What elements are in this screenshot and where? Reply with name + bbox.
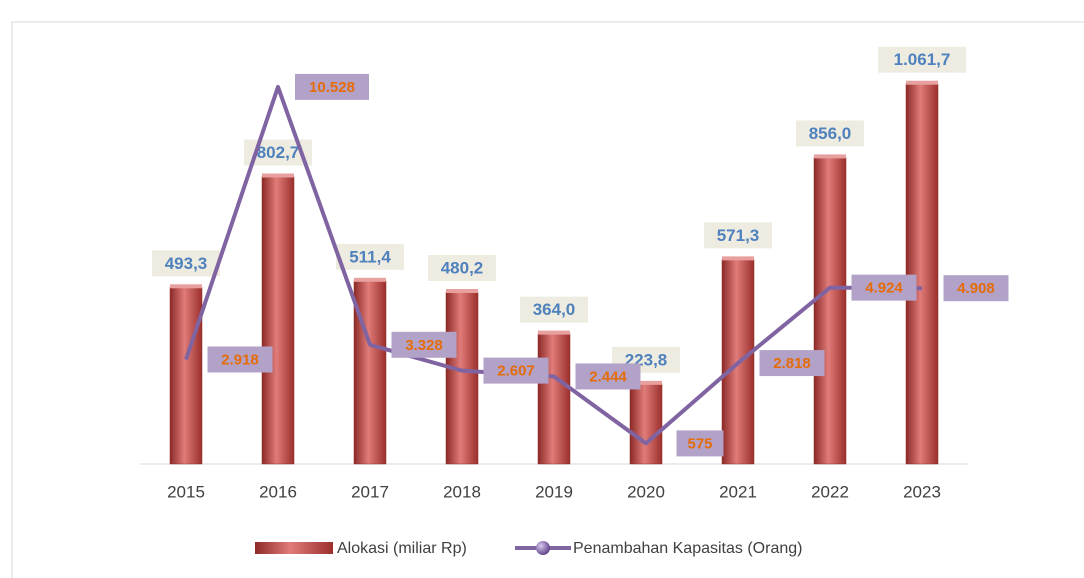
data-label: 802,7	[257, 143, 300, 162]
bar-cap	[630, 380, 662, 385]
data-label-box	[336, 243, 404, 270]
data-label-box	[520, 296, 588, 323]
data-label-box	[295, 73, 369, 100]
bar-cap	[722, 256, 754, 261]
data-label-box	[207, 346, 273, 373]
bar-cap	[906, 80, 938, 85]
data-label: 2.607	[497, 363, 535, 380]
bar-cap	[262, 173, 294, 178]
x-tick-label: 2018	[443, 482, 481, 501]
legend-swatch	[255, 542, 333, 554]
data-label: 571,3	[717, 226, 760, 245]
bar-cap	[170, 284, 202, 289]
x-tick-label: 2019	[535, 482, 573, 501]
data-label: 511,4	[349, 247, 391, 266]
data-label: 2.918	[221, 351, 259, 368]
legend-marker	[536, 541, 550, 555]
bar	[445, 291, 479, 465]
x-tick-label: 2023	[903, 482, 941, 501]
x-tick-label: 2022	[811, 482, 849, 501]
data-label: 2.444	[589, 368, 627, 385]
bar	[813, 157, 847, 465]
line	[184, 84, 923, 446]
data-label: 1.061,7	[894, 50, 951, 69]
data-label: 4.908	[957, 280, 995, 297]
data-label-box	[943, 275, 1009, 302]
x-tick-label: 2015	[167, 482, 205, 501]
legend-label: Penambahan Kapasitas (Orang)	[573, 540, 802, 557]
chart-frame	[11, 21, 1084, 578]
bar	[169, 287, 203, 465]
data-label-box	[575, 363, 641, 390]
bar-cap	[814, 154, 846, 159]
data-label: 2.818	[773, 355, 811, 372]
data-label-box	[391, 331, 457, 358]
x-tick-label: 2016	[259, 482, 297, 501]
bar	[905, 83, 939, 465]
data-label-box	[483, 357, 549, 384]
bar-cap	[538, 330, 570, 335]
data-label: 856,0	[809, 124, 852, 143]
data-label-box	[428, 255, 496, 282]
data-label: 480,2	[441, 258, 484, 277]
x-tick-label: 2017	[351, 482, 389, 501]
data-label-box	[704, 222, 772, 249]
bar	[629, 383, 663, 465]
data-label-box	[676, 430, 724, 457]
x-tick-label: 2020	[627, 482, 665, 501]
legend-label: Alokasi (miliar Rp)	[337, 540, 467, 557]
data-label-box	[796, 120, 864, 147]
data-label-box	[851, 274, 917, 301]
data-label-box	[152, 250, 220, 277]
data-label: 10.528	[309, 79, 355, 96]
data-label: 493,3	[165, 254, 208, 273]
data-label: 364,0	[533, 300, 576, 319]
data-label: 575	[687, 435, 712, 452]
x-tick-label: 2021	[719, 482, 757, 501]
data-label: 4.924	[865, 280, 903, 297]
data-label-box	[759, 350, 825, 377]
data-label: 3.328	[405, 337, 443, 354]
bar-cap	[354, 277, 386, 282]
bar	[261, 176, 295, 465]
bar-cap	[446, 289, 478, 294]
data-label-box	[878, 46, 966, 73]
bar	[537, 333, 571, 465]
legend: Alokasi (miliar Rp) Penambahan Kapasitas …	[255, 540, 802, 557]
